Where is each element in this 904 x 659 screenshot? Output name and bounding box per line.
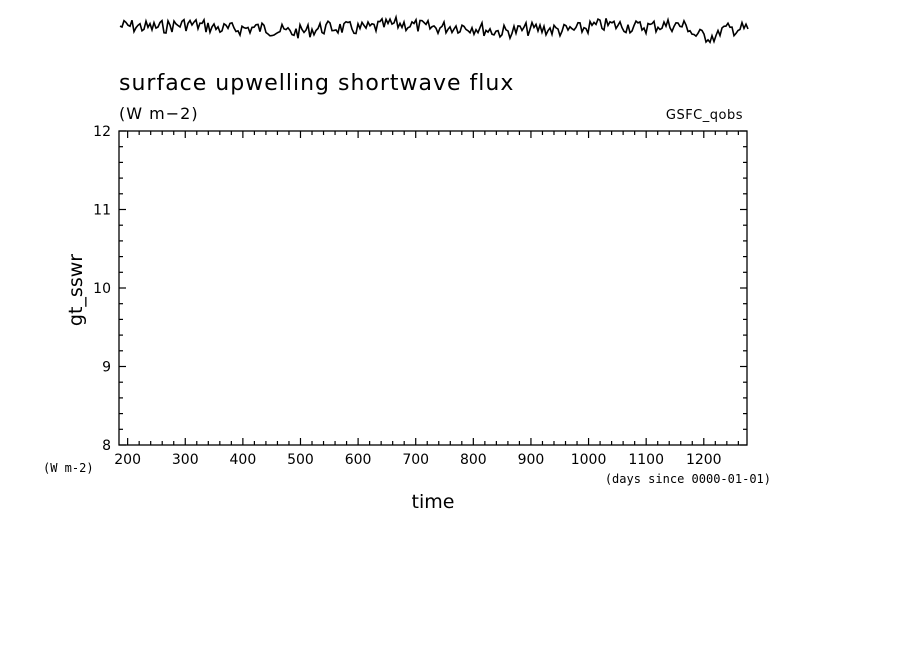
x-tick-label: 1200 (686, 452, 722, 468)
y-units-corner: (W m-2) (43, 461, 94, 475)
y-tick-label: 11 (93, 203, 111, 219)
chart-title: surface upwelling shortwave flux (119, 71, 514, 96)
x-tick-label: 1000 (571, 452, 607, 468)
x-tick-label: 200 (114, 452, 141, 468)
x-tick-labels: 200 300 400 500 600 700 800 900 1000 1100 1200 (114, 452, 721, 468)
x-tick-label: 1100 (628, 452, 664, 468)
chart-units: (W m−2) (119, 104, 199, 123)
x-tick-label: 400 (230, 452, 257, 468)
y-tick-label: 10 (93, 281, 111, 297)
x-tick-label: 700 (402, 452, 429, 468)
x-tick-label: 300 (172, 452, 199, 468)
y-tick-label: 12 (93, 124, 111, 140)
axis-ticks (119, 130, 747, 446)
preview-strip-line (119, 14, 749, 44)
x-tick-label: 900 (518, 452, 545, 468)
y-tick-label: 9 (102, 360, 111, 376)
x-axis-title: time (412, 491, 455, 513)
plot-frame (118, 130, 748, 446)
x-tick-label: 800 (460, 452, 487, 468)
x-tick-label: 600 (345, 452, 372, 468)
y-tick-label: 8 (102, 438, 111, 454)
x-tick-label: 500 (287, 452, 314, 468)
y-axis-title: gt_sswr (65, 254, 87, 326)
y-tick-labels: 8 9 10 11 12 (93, 124, 111, 454)
x-units-label: (days since 0000-01-01) (605, 472, 771, 486)
dataset-label: GSFC_qobs (666, 108, 743, 123)
